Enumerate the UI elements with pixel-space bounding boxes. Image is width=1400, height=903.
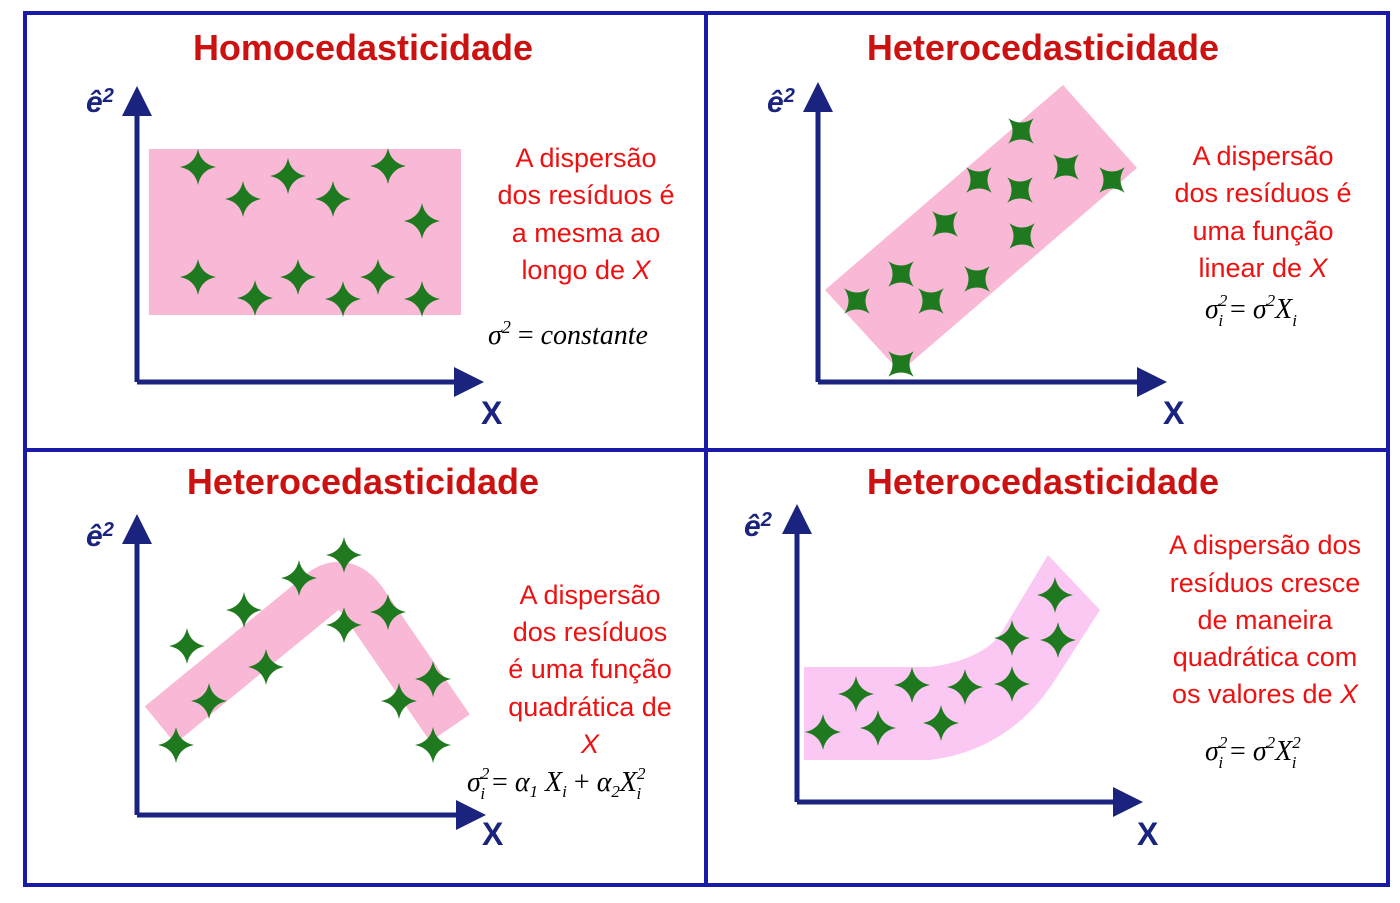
y-axis-label-exponent: 2 xyxy=(102,519,114,541)
formula-symbol: σ xyxy=(1253,294,1268,325)
description-line: é uma função xyxy=(508,654,672,684)
scatter-band xyxy=(804,555,1100,760)
formula-exponent: 2 xyxy=(1219,291,1228,310)
description-line: uma função xyxy=(1192,216,1333,246)
scatter-band xyxy=(144,561,470,744)
formula-variable: X xyxy=(619,767,638,798)
formula-equals: = xyxy=(511,320,541,351)
formula: σ2 i = σ2Xi xyxy=(1205,291,1297,330)
description-line: dos resíduos xyxy=(513,617,668,647)
description-text: linear de xyxy=(1198,253,1309,283)
description-text: os valores de xyxy=(1172,679,1340,709)
panel-homoscedasticity: Homocedasticidade ê2 X A dispersão dos r… xyxy=(86,27,675,431)
residual-marker xyxy=(169,628,205,664)
formula-value: constante xyxy=(541,320,648,351)
formula-subscript: i xyxy=(1292,753,1297,772)
formula-symbol: σ xyxy=(488,320,503,351)
formula-symbol: σ xyxy=(1253,736,1268,767)
formula-exponent: 2 xyxy=(481,764,490,783)
formula-exponent: 2 xyxy=(502,317,511,337)
description-line: de maneira xyxy=(1197,605,1333,635)
panel-heteroscedasticity-increasing: Heterocedasticidade ê2 X A dispersão dos… xyxy=(744,461,1361,852)
formula-symbol: α xyxy=(515,767,531,798)
description-line: dos resíduos é xyxy=(497,180,674,210)
formula-plus: + xyxy=(567,767,597,798)
x-axis-label: X xyxy=(481,395,503,431)
description-line: a mesma ao xyxy=(512,218,661,248)
y-axis-label-base: ê xyxy=(86,520,103,553)
panel-title: Heterocedasticidade xyxy=(867,27,1219,68)
description: A dispersão dos resíduos é uma função qu… xyxy=(508,580,672,759)
description-line: dos resíduos é xyxy=(1174,178,1351,208)
x-axis-label: X xyxy=(1137,816,1159,852)
description-variable: X xyxy=(1309,253,1329,283)
formula: σ2 i = σ2X2 i xyxy=(1205,733,1301,772)
y-axis-label: ê2 xyxy=(767,85,795,119)
description-line: A dispersão xyxy=(1192,141,1333,171)
formula-exponent: 2 xyxy=(1219,733,1228,752)
formula: σ2 i = α1 Xi + α2X2 i xyxy=(467,764,646,803)
formula-subscript: 2 xyxy=(611,782,620,801)
panel-title: Heterocedasticidade xyxy=(867,461,1219,502)
description: A dispersão dos resíduos cresce de manei… xyxy=(1169,530,1361,709)
description-line: A dispersão dos xyxy=(1169,530,1361,560)
formula-subscript: i xyxy=(480,784,485,803)
y-axis-label-exponent: 2 xyxy=(783,85,795,107)
x-axis-label: X xyxy=(1163,395,1185,431)
panel-heteroscedasticity-quadratic: Heterocedasticidade ê2 X A dispersão dos… xyxy=(86,461,672,852)
y-axis-label: ê2 xyxy=(86,519,114,553)
y-axis-label-base: ê xyxy=(744,510,761,543)
formula-exponent: 2 xyxy=(1267,733,1276,752)
y-axis-label-base: ê xyxy=(86,86,103,119)
x-axis-label: X xyxy=(482,816,504,852)
panel-title: Homocedasticidade xyxy=(193,27,533,68)
y-axis-label: ê2 xyxy=(744,509,772,543)
formula-subscript: i xyxy=(562,782,567,801)
y-axis-label-exponent: 2 xyxy=(760,509,772,531)
description-line: resíduos cresce xyxy=(1170,568,1361,598)
panel-title: Heterocedasticidade xyxy=(187,461,539,502)
formula-variable: X xyxy=(538,767,563,798)
description-line: quadrática de xyxy=(508,692,672,722)
description: A dispersão dos resíduos é a mesma ao lo… xyxy=(497,143,674,285)
formula-subscript: i xyxy=(1218,311,1223,330)
formula-exponent: 2 xyxy=(1267,291,1276,310)
formula: σ2 = constante xyxy=(488,317,648,351)
formula-equals: = xyxy=(1223,294,1253,325)
formula-subscript: 1 xyxy=(530,782,539,801)
description-line: A dispersão xyxy=(519,580,660,610)
formula-subscript: i xyxy=(637,784,642,803)
formula-exponent: 2 xyxy=(637,764,646,783)
y-axis-label: ê2 xyxy=(86,85,114,119)
formula-symbol: σ xyxy=(1205,736,1220,767)
y-axis-label-exponent: 2 xyxy=(102,85,114,107)
formula-equals: = xyxy=(485,767,515,798)
description-text: longo de xyxy=(521,255,632,285)
formula-symbol: σ xyxy=(467,767,482,798)
panel-heteroscedasticity-linear: Heterocedasticidade ê2 X A dispersão dos… xyxy=(767,27,1352,431)
formula-equals: = xyxy=(1223,736,1253,767)
formula-symbol: α xyxy=(597,767,613,798)
description: A dispersão dos resíduos é uma função li… xyxy=(1174,141,1351,283)
residual-marker xyxy=(415,727,451,763)
description-variable: X xyxy=(632,255,652,285)
description-variable: X xyxy=(580,729,600,759)
formula-variable: X xyxy=(1274,294,1293,325)
description-line: linear de X xyxy=(1198,253,1328,283)
formula-variable: X xyxy=(1274,736,1293,767)
formula-symbol: σ xyxy=(1205,294,1220,325)
description-line: os valores de X xyxy=(1172,679,1359,709)
formula-subscript: i xyxy=(1292,311,1297,330)
description-line: quadrática com xyxy=(1173,642,1358,672)
formula-subscript: i xyxy=(1218,753,1223,772)
description-line: longo de X xyxy=(521,255,651,285)
formula-exponent: 2 xyxy=(1292,733,1301,752)
y-axis-label-base: ê xyxy=(767,86,784,119)
description-variable: X xyxy=(1339,679,1359,709)
description-line: A dispersão xyxy=(515,143,656,173)
scatter-band xyxy=(825,85,1137,372)
